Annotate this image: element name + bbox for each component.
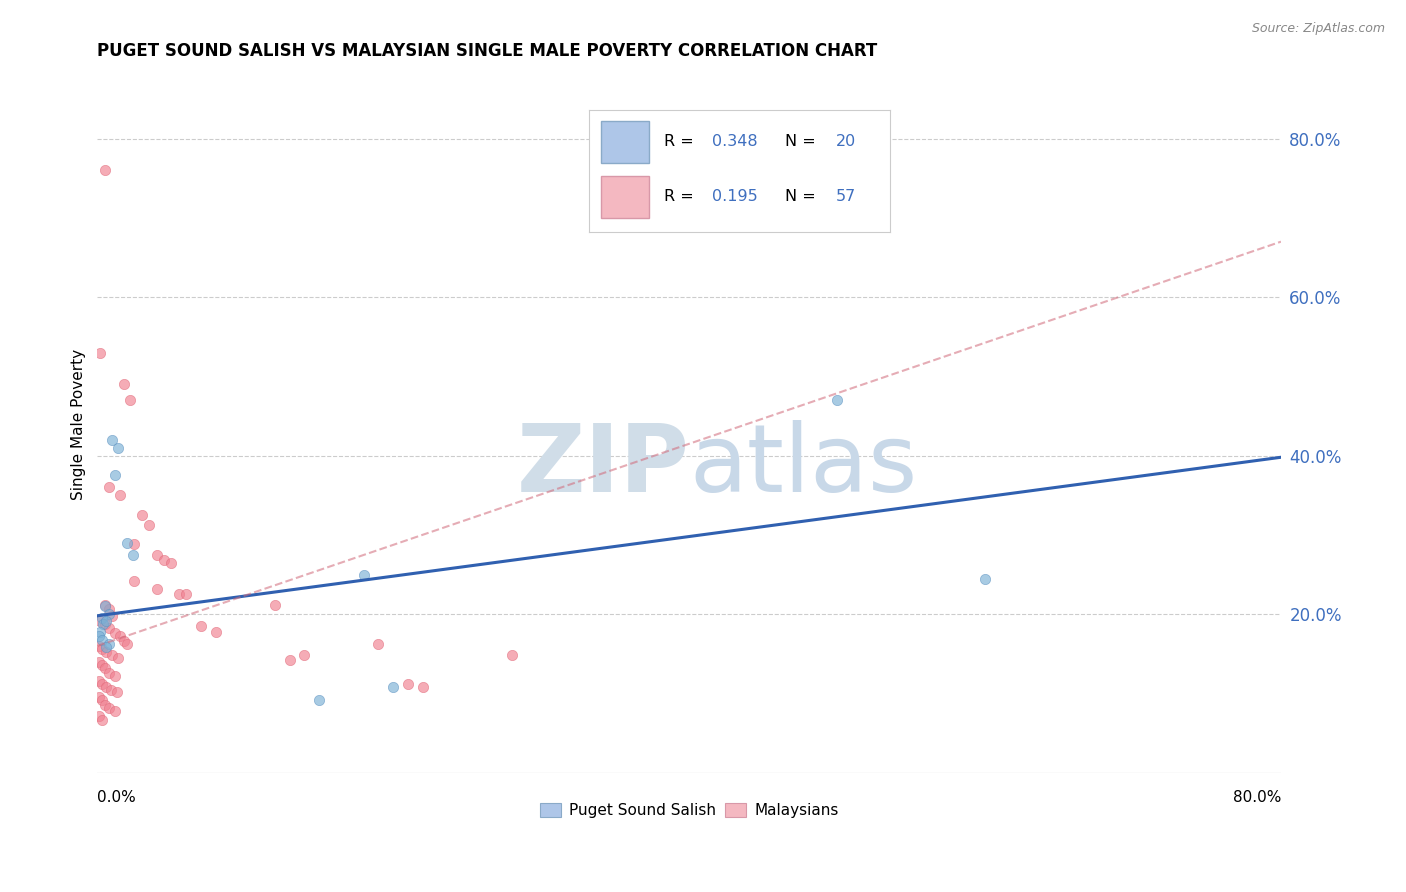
Point xyxy=(87,673,110,688)
Point xyxy=(264,598,287,612)
Point xyxy=(94,661,117,675)
Point xyxy=(138,518,160,533)
Point xyxy=(96,680,118,694)
Point xyxy=(115,637,138,651)
Point xyxy=(104,468,127,483)
Point xyxy=(91,616,114,631)
Point xyxy=(94,599,117,614)
Point xyxy=(98,637,121,651)
Point xyxy=(98,607,121,622)
Point xyxy=(98,665,121,680)
Point xyxy=(89,345,111,359)
Point xyxy=(367,637,389,651)
Text: Source: ZipAtlas.com: Source: ZipAtlas.com xyxy=(1251,22,1385,36)
Point xyxy=(107,650,129,665)
Point xyxy=(94,616,117,631)
Point xyxy=(90,642,112,657)
Point xyxy=(501,648,523,663)
Point xyxy=(382,680,405,694)
Point xyxy=(145,582,167,596)
Point xyxy=(90,714,112,728)
Point xyxy=(108,488,131,502)
Point xyxy=(87,708,110,723)
Point xyxy=(101,608,124,623)
Point xyxy=(90,677,112,691)
Point xyxy=(100,682,122,697)
Point xyxy=(90,632,112,647)
Point xyxy=(353,567,375,582)
Point xyxy=(204,624,226,639)
Point xyxy=(160,556,183,570)
Point xyxy=(104,626,127,640)
Point xyxy=(90,611,112,625)
Point xyxy=(145,548,167,562)
Point xyxy=(174,587,197,601)
Text: PUGET SOUND SALISH VS MALAYSIAN SINGLE MALE POVERTY CORRELATION CHART: PUGET SOUND SALISH VS MALAYSIAN SINGLE M… xyxy=(97,42,877,60)
Point xyxy=(87,639,110,653)
Point xyxy=(89,624,111,639)
Point xyxy=(96,614,118,628)
Point xyxy=(96,640,118,655)
Point xyxy=(104,704,127,718)
Point xyxy=(90,693,112,707)
Legend: Puget Sound Salish, Malaysians: Puget Sound Salish, Malaysians xyxy=(534,797,845,824)
Point xyxy=(825,393,848,408)
Point xyxy=(107,441,129,455)
Text: 0.0%: 0.0% xyxy=(97,790,136,805)
Point xyxy=(108,629,131,643)
Point xyxy=(190,619,212,633)
Point xyxy=(94,598,117,612)
Point xyxy=(87,690,110,704)
Point xyxy=(104,669,127,683)
Point xyxy=(396,677,419,691)
Point xyxy=(94,163,117,178)
Point xyxy=(153,553,176,567)
Point xyxy=(124,574,146,588)
Text: ZIP: ZIP xyxy=(516,420,689,512)
Y-axis label: Single Male Poverty: Single Male Poverty xyxy=(72,349,86,500)
Point xyxy=(105,685,128,699)
Point xyxy=(131,508,153,522)
Point xyxy=(94,698,117,712)
Point xyxy=(98,480,121,494)
Point xyxy=(974,572,997,586)
Point xyxy=(112,634,135,648)
Text: 80.0%: 80.0% xyxy=(1233,790,1281,805)
Point xyxy=(98,700,121,714)
Point xyxy=(101,433,124,447)
Point xyxy=(101,648,124,663)
Point xyxy=(87,655,110,669)
Point xyxy=(89,614,111,628)
Point xyxy=(278,653,301,667)
Point xyxy=(98,622,121,636)
Point xyxy=(412,680,434,694)
Point xyxy=(115,536,138,550)
Point xyxy=(87,629,110,643)
Point xyxy=(308,693,330,707)
Text: atlas: atlas xyxy=(689,420,917,512)
Point xyxy=(96,645,118,659)
Point xyxy=(121,548,143,562)
Point xyxy=(112,377,135,392)
Point xyxy=(294,648,316,663)
Point xyxy=(118,393,141,408)
Point xyxy=(98,602,121,616)
Point xyxy=(167,587,190,601)
Point xyxy=(124,537,146,551)
Point xyxy=(90,657,112,672)
